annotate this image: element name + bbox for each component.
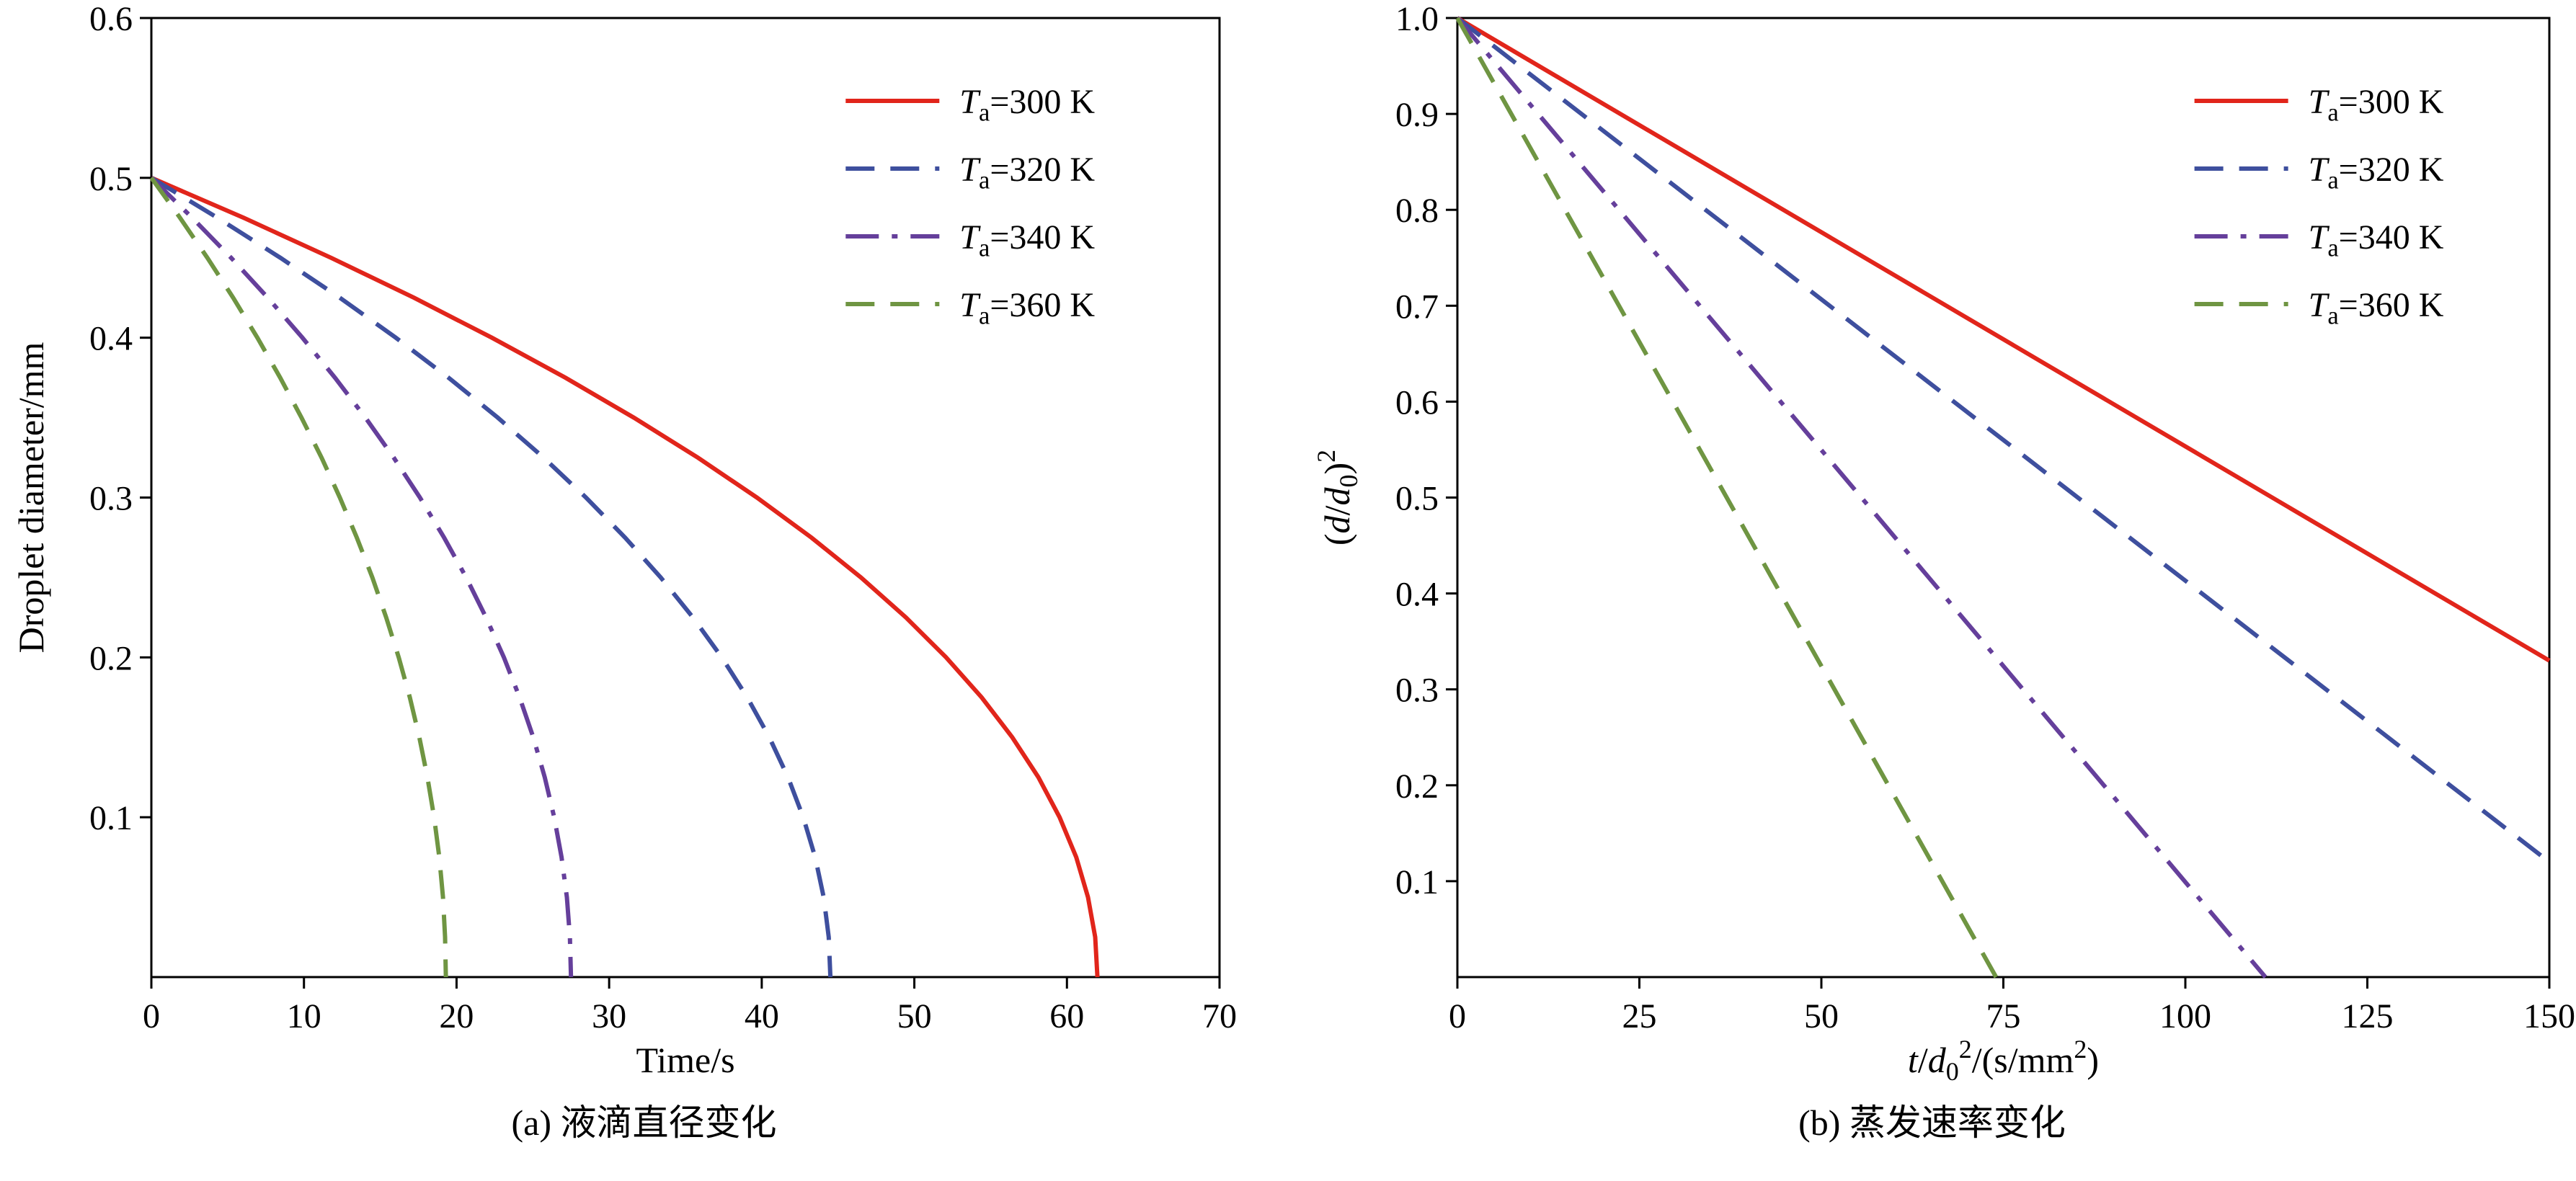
- svg-text:10: 10: [287, 997, 321, 1035]
- y-axis-label: (d/d0)2: [1312, 450, 1363, 545]
- legend: Ta=300 K Ta=320 K Ta=340 K Ta=360 K: [845, 83, 1095, 330]
- svg-text:0: 0: [143, 997, 160, 1035]
- svg-text:0.1: 0.1: [1395, 863, 1439, 901]
- svg-text:20: 20: [439, 997, 474, 1035]
- chart-b-panel: 0 25 50 75 100 125 150 0.1 0.2 0.3 0.4 0.5 0.6 0.7 0.8…: [1288, 0, 2576, 1181]
- svg-text:150: 150: [2523, 997, 2575, 1035]
- x-axis: 0 25 50 75 100 125 150: [1449, 977, 2575, 1035]
- svg-text:0.4: 0.4: [1395, 576, 1439, 614]
- series-line-Ta=360-K: [149, 177, 448, 978]
- svg-text:40: 40: [745, 997, 779, 1035]
- series-line-Ta=300-K: [1456, 16, 2551, 663]
- y-axis: 0.1 0.2 0.3 0.4 0.5 0.6: [89, 0, 151, 837]
- svg-text:25: 25: [1622, 997, 1657, 1035]
- legend-label: Ta=360 K: [2309, 286, 2444, 330]
- series-line-Ta=320-K: [1456, 16, 2551, 864]
- svg-text:0.6: 0.6: [1395, 383, 1439, 422]
- svg-text:75: 75: [1986, 997, 2021, 1035]
- svg-text:50: 50: [1804, 997, 1839, 1035]
- svg-text:50: 50: [897, 997, 932, 1035]
- legend-label: Ta=340 K: [959, 218, 1095, 262]
- svg-text:30: 30: [592, 997, 626, 1035]
- legend-label: Ta=320 K: [2309, 151, 2444, 195]
- svg-text:0.5: 0.5: [89, 160, 133, 198]
- svg-text:60: 60: [1049, 997, 1084, 1035]
- svg-text:0: 0: [1449, 997, 1466, 1035]
- x-axis: 0 10 20 30 40 50 60 70: [143, 977, 1237, 1035]
- svg-text:1.0: 1.0: [1395, 0, 1439, 38]
- legend-label: Ta=300 K: [2309, 83, 2444, 127]
- series-group: [149, 176, 1100, 978]
- chart-b-canvas: 0 25 50 75 100 125 150 0.1 0.2 0.3 0.4 0.5 0.6 0.7 0.8…: [1312, 0, 2575, 1081]
- y-axis: 0.1 0.2 0.3 0.4 0.5 0.6 0.7 0.8 0.9 1.0: [1395, 0, 1457, 901]
- svg-text:0.2: 0.2: [89, 639, 133, 677]
- svg-text:0.5: 0.5: [1395, 480, 1439, 518]
- x-axis-label: t/d02/(s/mm2): [1908, 1035, 2099, 1081]
- legend-label: Ta=320 K: [959, 151, 1095, 195]
- series-line-Ta=340-K: [149, 176, 574, 978]
- series-group: [1455, 16, 2551, 979]
- series-line-Ta=340-K: [1455, 17, 2268, 979]
- legend-label: Ta=340 K: [2309, 218, 2444, 262]
- svg-text:0.7: 0.7: [1395, 288, 1439, 326]
- svg-text:100: 100: [2159, 997, 2211, 1035]
- series-line-Ta=360-K: [1455, 17, 1999, 979]
- svg-text:0.9: 0.9: [1395, 96, 1439, 134]
- series-line-Ta=300-K: [150, 176, 1100, 978]
- y-axis-label: Droplet diameter/mm: [11, 342, 51, 653]
- svg-text:0.6: 0.6: [89, 0, 133, 38]
- chart-a-canvas: 0 10 20 30 40 50 60 70 0.1 0.2 0.3 0.4 0.5 0.6 Time/s D…: [11, 0, 1237, 1080]
- chart-a-caption: (a) 液滴直径变化: [511, 1102, 777, 1143]
- legend: Ta=300 K Ta=320 K Ta=340 K Ta=360 K: [2194, 83, 2444, 330]
- legend-label: Ta=300 K: [959, 83, 1095, 127]
- legend-label: Ta=360 K: [959, 286, 1095, 330]
- svg-text:0.4: 0.4: [89, 320, 133, 358]
- svg-text:125: 125: [2342, 997, 2394, 1035]
- chart-a-panel: 0 10 20 30 40 50 60 70 0.1 0.2 0.3 0.4 0.5 0.6 Time/s D…: [11, 0, 1237, 1143]
- svg-text:0.2: 0.2: [1395, 767, 1439, 806]
- chart-b-caption: (b) 蒸发速率变化: [1798, 1102, 2066, 1143]
- svg-text:0.1: 0.1: [89, 799, 133, 837]
- series-line-Ta=320-K: [150, 176, 833, 978]
- svg-text:0.3: 0.3: [89, 480, 133, 518]
- svg-text:0.3: 0.3: [1395, 672, 1439, 710]
- svg-text:70: 70: [1202, 997, 1237, 1035]
- svg-text:0.8: 0.8: [1395, 192, 1439, 230]
- x-axis-label: Time/s: [636, 1040, 734, 1080]
